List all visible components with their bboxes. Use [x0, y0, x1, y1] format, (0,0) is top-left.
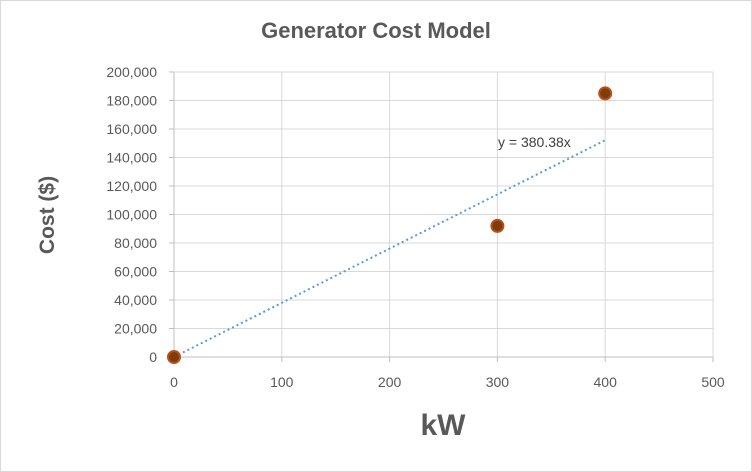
x-tick-label: 500: [701, 374, 725, 390]
x-tick-label: 300: [486, 374, 510, 390]
y-tick-label: 0: [149, 349, 157, 365]
y-tick-labels: 0 20,000 40,000 60,000 80,000 100,000 120,000 1…: [106, 64, 157, 365]
y-tick-label: 160,000: [106, 121, 157, 137]
y-tick-label: 80,000: [114, 235, 157, 251]
y-tick-label: 100,000: [106, 207, 157, 223]
x-tick-label: 0: [170, 374, 178, 390]
data-point: [490, 218, 505, 233]
x-axis-label: kW: [421, 409, 467, 442]
y-tick-label: 20,000: [114, 321, 157, 337]
y-tick-label: 60,000: [114, 264, 157, 280]
y-tick-label: 140,000: [106, 150, 157, 166]
y-tick-label: 180,000: [106, 93, 157, 109]
data-point: [167, 350, 181, 364]
data-point: [598, 86, 613, 101]
chart-title: Generator Cost Model: [261, 18, 491, 43]
x-tick-label: 400: [594, 374, 618, 390]
trendline-group: [173, 139, 606, 358]
trendline: [173, 139, 606, 358]
y-axis-label: Cost ($): [36, 176, 59, 254]
x-tick-label: 100: [270, 374, 294, 390]
data-points: [167, 86, 613, 364]
y-tick-label: 40,000: [114, 292, 157, 308]
x-tick-label: 200: [378, 374, 402, 390]
x-tick-labels: 0 100 200 300 400 500: [170, 374, 725, 390]
y-tick-label: 120,000: [106, 178, 157, 194]
axes: [169, 71, 714, 362]
grid-lines: [174, 71, 714, 357]
trendline-equation: y = 380.38x: [498, 134, 571, 150]
y-tick-label: 200,000: [106, 64, 157, 80]
